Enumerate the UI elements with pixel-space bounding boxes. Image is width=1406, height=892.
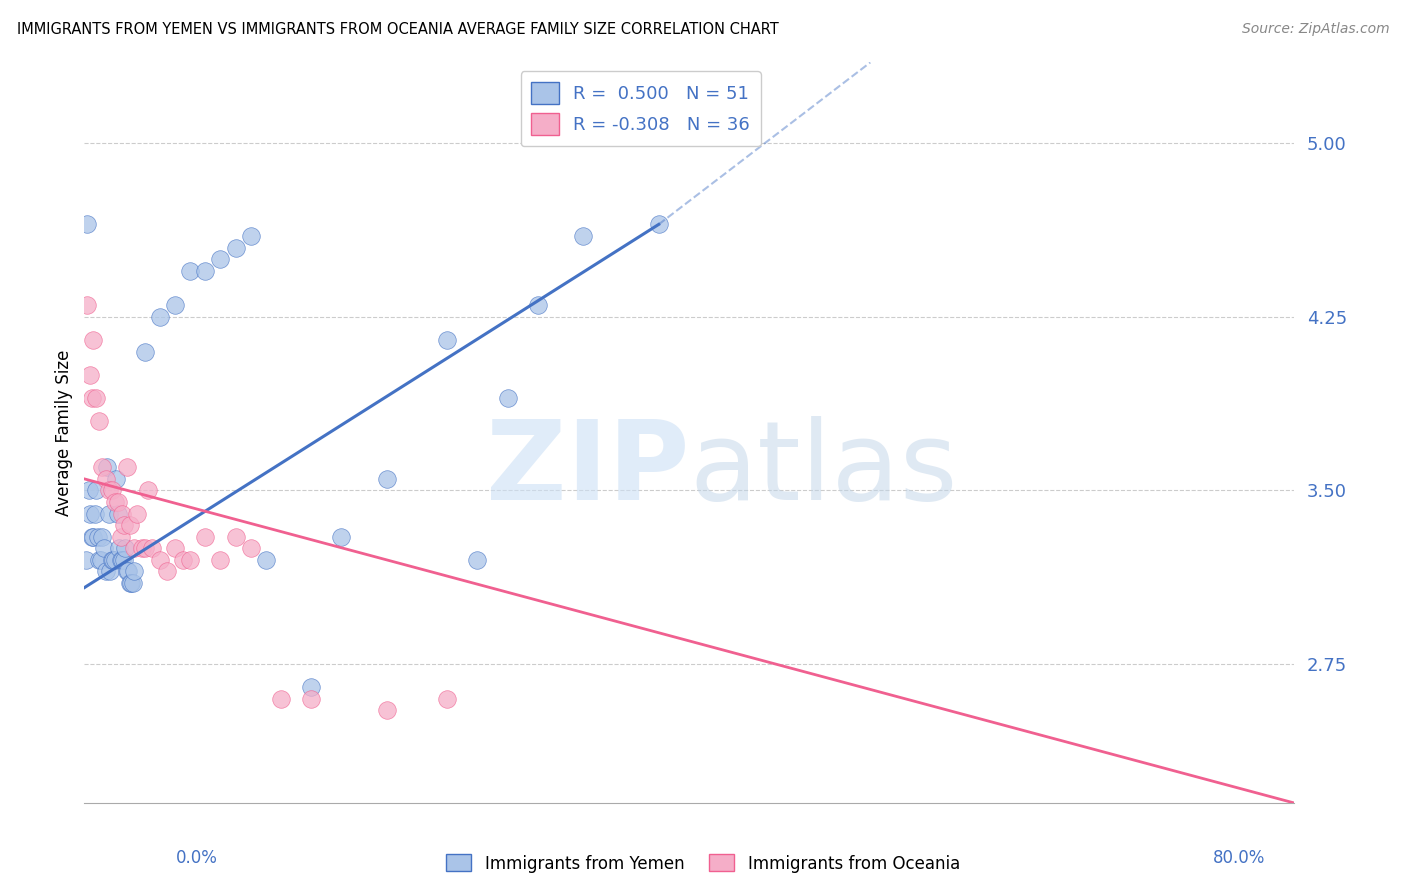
Point	[86, 391, 108, 405]
Point	[111, 553, 134, 567]
Point	[80, 530, 103, 544]
Point	[572, 229, 595, 244]
Y-axis label: Average Family Size: Average Family Size	[55, 350, 73, 516]
Legend: R =  0.500   N = 51, R = -0.308   N = 36: R = 0.500 N = 51, R = -0.308 N = 36	[520, 71, 761, 146]
Point	[254, 553, 277, 567]
Point	[105, 472, 128, 486]
Point	[80, 391, 103, 405]
Point	[299, 691, 322, 706]
Point	[79, 507, 101, 521]
Point	[209, 252, 232, 266]
Point	[114, 541, 136, 556]
Point	[77, 483, 100, 498]
Point	[496, 391, 519, 405]
Point	[149, 553, 172, 567]
Point	[436, 691, 458, 706]
Point	[96, 460, 118, 475]
Text: IMMIGRANTS FROM YEMEN VS IMMIGRANTS FROM OCEANIA AVERAGE FAMILY SIZE CORRELATION: IMMIGRANTS FROM YEMEN VS IMMIGRANTS FROM…	[17, 22, 779, 37]
Point	[110, 553, 132, 567]
Point	[467, 553, 489, 567]
Point	[89, 414, 111, 428]
Point	[101, 553, 124, 567]
Point	[165, 541, 187, 556]
Point	[76, 218, 98, 232]
Point	[239, 541, 262, 556]
Point	[91, 460, 114, 475]
Point	[91, 530, 114, 544]
Point	[84, 507, 107, 521]
Point	[115, 565, 138, 579]
Point	[97, 507, 120, 521]
Point	[172, 553, 194, 567]
Point	[104, 553, 127, 567]
Point	[239, 229, 262, 244]
Point	[100, 483, 122, 498]
Text: Source: ZipAtlas.com: Source: ZipAtlas.com	[1241, 22, 1389, 37]
Point	[120, 576, 142, 591]
Point	[112, 553, 135, 567]
Point	[79, 368, 101, 382]
Point	[375, 703, 398, 717]
Point	[209, 553, 232, 567]
Point	[436, 333, 458, 347]
Point	[270, 691, 292, 706]
Text: atlas: atlas	[689, 417, 957, 523]
Point	[131, 541, 153, 556]
Point	[104, 495, 127, 509]
Point	[122, 541, 145, 556]
Point	[299, 680, 322, 694]
Point	[141, 541, 163, 556]
Point	[98, 565, 121, 579]
Point	[82, 530, 104, 544]
Point	[86, 483, 108, 498]
Point	[136, 483, 159, 498]
Point	[117, 565, 139, 579]
Point	[93, 541, 115, 556]
Text: 80.0%: 80.0%	[1213, 849, 1265, 867]
Point	[648, 218, 671, 232]
Point	[375, 472, 398, 486]
Point	[149, 310, 172, 324]
Point	[122, 565, 145, 579]
Point	[194, 263, 217, 277]
Point	[89, 553, 111, 567]
Point	[194, 530, 217, 544]
Point	[110, 530, 132, 544]
Point	[111, 507, 134, 521]
Point	[75, 553, 97, 567]
Point	[94, 472, 117, 486]
Legend: Immigrants from Yemen, Immigrants from Oceania: Immigrants from Yemen, Immigrants from O…	[440, 847, 966, 880]
Point	[94, 565, 117, 579]
Point	[134, 344, 156, 359]
Point	[82, 333, 104, 347]
Point	[225, 240, 247, 255]
Point	[118, 576, 141, 591]
Point	[527, 298, 550, 312]
Point	[179, 553, 201, 567]
Point	[179, 263, 201, 277]
Point	[134, 541, 156, 556]
Point	[107, 495, 129, 509]
Point	[87, 530, 110, 544]
Point	[107, 507, 129, 521]
Point	[97, 483, 120, 498]
Point	[115, 460, 138, 475]
Point	[330, 530, 353, 544]
Point	[121, 576, 143, 591]
Point	[108, 541, 131, 556]
Point	[165, 298, 187, 312]
Point	[76, 298, 98, 312]
Text: 0.0%: 0.0%	[176, 849, 218, 867]
Point	[90, 553, 112, 567]
Point	[225, 530, 247, 544]
Point	[112, 518, 135, 533]
Point	[118, 518, 141, 533]
Point	[127, 507, 149, 521]
Point	[156, 565, 179, 579]
Text: ZIP: ZIP	[485, 417, 689, 523]
Point	[100, 553, 122, 567]
